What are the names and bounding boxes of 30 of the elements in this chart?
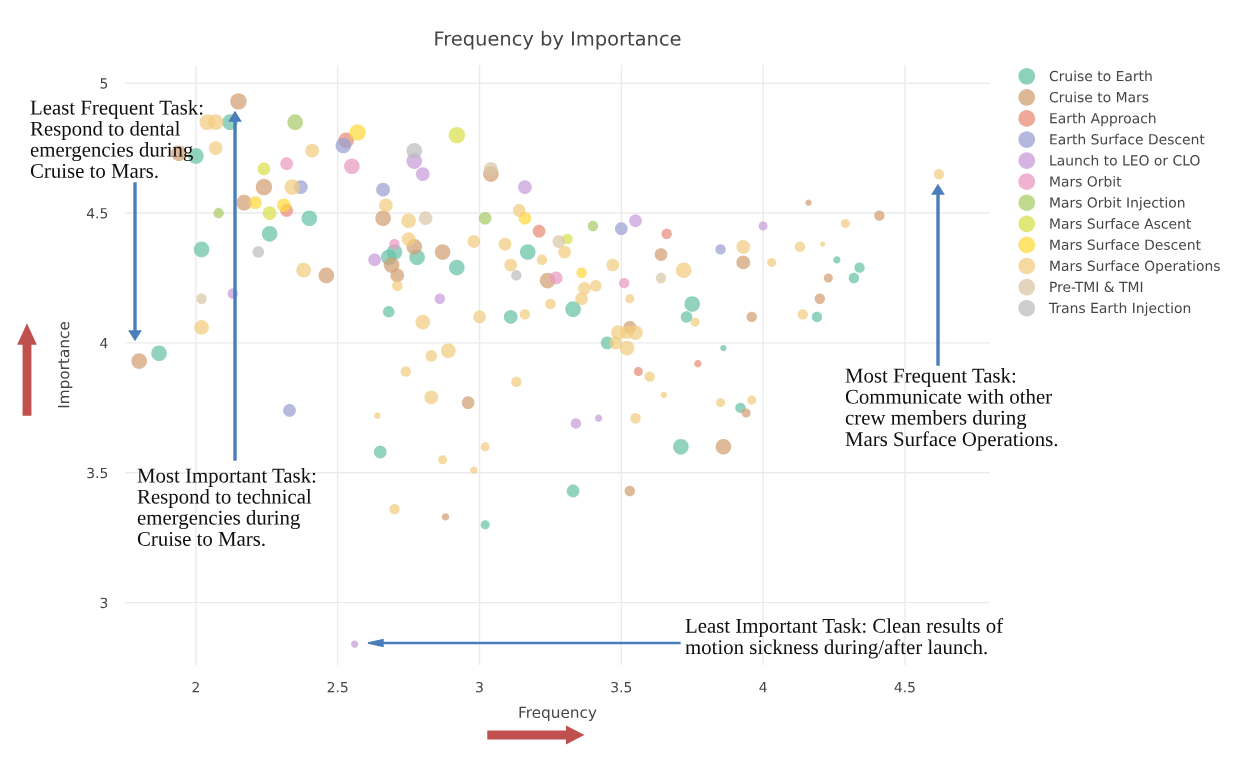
legend-label: Cruise to Mars xyxy=(1049,91,1149,103)
chart-title: Frequency by Importance xyxy=(435,30,681,50)
y-tick-label: 3.5 xyxy=(87,467,108,479)
x-axis-title: Frequency xyxy=(519,706,597,722)
legend-label: Mars Orbit xyxy=(1050,175,1122,187)
x-tick-label: 3.5 xyxy=(611,681,632,693)
annotation: Most Important Task: Respond to technical emergencies during Cruise to Mars. xyxy=(137,468,316,546)
x-tick-label: 2.5 xyxy=(327,681,348,693)
x-tick-label: 4 xyxy=(759,682,767,693)
legend-label: Pre-TMI & TMI xyxy=(1050,281,1143,293)
y-tick-label: 4.5 xyxy=(86,208,108,219)
y-tick-label: 3 xyxy=(100,597,108,609)
legend-label: Earth Surface Descent xyxy=(1050,133,1205,145)
annotation: Most Frequent Task: Communicate with other crew members during Mars Surface Operations. xyxy=(845,368,1058,451)
x-tick-label: 2 xyxy=(192,681,199,693)
legend-label: Launch to LEO or CLO xyxy=(1050,154,1200,166)
annotation: Least Important Task: Clean results of motion sickness during/after launch. xyxy=(685,618,1004,659)
legend-label: Mars Surface Ascent xyxy=(1050,218,1191,229)
x-tick-label: 3 xyxy=(476,681,483,693)
legend-label: Mars Orbit Injection xyxy=(1050,197,1185,211)
legend-label: Cruise to Earth xyxy=(1049,70,1152,82)
legend-label: Trans Earth Injection xyxy=(1048,302,1191,316)
legend-label: Earth Approach xyxy=(1050,112,1156,127)
y-tick-label: 5 xyxy=(100,78,108,89)
legend-label: Mars Surface Descent xyxy=(1050,239,1201,250)
x-tick-label: 4.5 xyxy=(894,682,915,693)
legend-label: Mars Surface Operations xyxy=(1050,260,1220,274)
annotation: Least Frequent Task: Respond to dental emergencies during Cruise to Mars. xyxy=(30,100,203,178)
y-axis-title: Importance xyxy=(58,322,73,408)
y-tick-label: 4 xyxy=(100,338,108,349)
